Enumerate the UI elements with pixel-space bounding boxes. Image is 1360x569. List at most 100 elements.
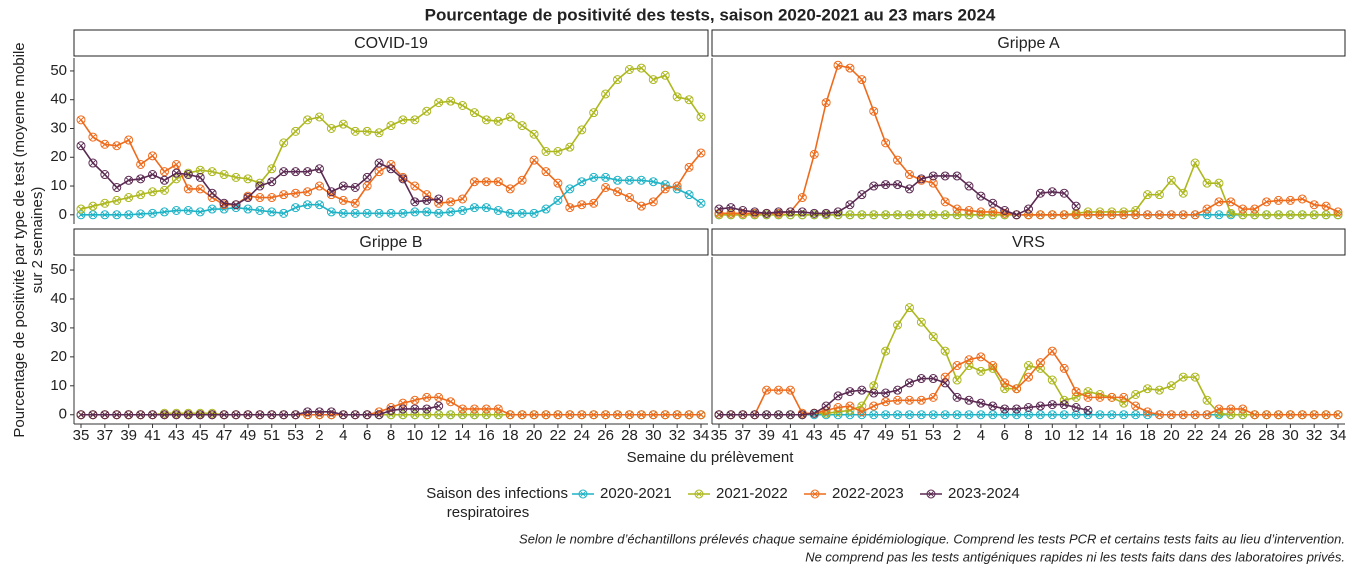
point <box>1297 194 1307 204</box>
point <box>231 200 241 210</box>
point <box>195 172 205 182</box>
x-tick-label: 37 <box>97 427 114 444</box>
point <box>1143 190 1153 200</box>
point <box>553 195 563 205</box>
point <box>1262 197 1272 207</box>
point <box>1035 210 1045 220</box>
point <box>1012 384 1022 394</box>
point <box>964 410 974 420</box>
point <box>916 174 926 184</box>
point <box>1250 204 1260 214</box>
point <box>648 197 658 207</box>
point <box>613 175 623 185</box>
y-tick-label: 30 <box>50 319 67 336</box>
point <box>255 205 265 215</box>
point <box>696 148 706 158</box>
point <box>928 178 938 188</box>
point <box>636 201 646 211</box>
point <box>857 75 867 85</box>
point <box>624 175 634 185</box>
point <box>314 181 324 191</box>
point <box>785 385 795 395</box>
point <box>1143 210 1153 220</box>
point <box>1071 210 1081 220</box>
point <box>422 207 432 217</box>
point <box>100 198 110 208</box>
point <box>1154 410 1164 420</box>
point <box>577 177 587 187</box>
point <box>279 167 289 177</box>
point <box>362 181 372 191</box>
point <box>124 193 134 203</box>
point <box>1035 358 1045 368</box>
point <box>374 158 384 168</box>
point <box>1154 385 1164 395</box>
point <box>76 204 86 214</box>
x-tick-label: 47 <box>854 427 871 444</box>
point <box>76 115 86 125</box>
legend-marker <box>694 489 704 499</box>
point <box>136 159 146 169</box>
point <box>1035 401 1045 411</box>
point <box>1238 404 1248 414</box>
point <box>774 410 784 420</box>
x-tick-label: 45 <box>830 427 847 444</box>
point <box>469 404 479 414</box>
point <box>410 404 420 414</box>
point <box>303 115 313 125</box>
point <box>797 207 807 217</box>
point <box>928 410 938 420</box>
point <box>136 209 146 219</box>
point <box>928 210 938 220</box>
point <box>1012 404 1022 414</box>
x-tick-label: 14 <box>454 427 471 444</box>
point <box>446 207 456 217</box>
x-tick-label: 26 <box>1234 427 1251 444</box>
point <box>648 410 658 420</box>
x-tick-label: 18 <box>1139 427 1156 444</box>
point <box>410 395 420 405</box>
point <box>636 175 646 185</box>
x-tick-label: 53 <box>925 427 942 444</box>
x-tick-label: 34 <box>693 427 710 444</box>
point <box>1095 392 1105 402</box>
point <box>434 98 444 108</box>
point <box>458 194 468 204</box>
point <box>326 187 336 197</box>
point <box>124 135 134 145</box>
point <box>207 167 217 177</box>
point <box>398 404 408 414</box>
point <box>231 172 241 182</box>
point <box>314 407 324 417</box>
point <box>881 410 891 420</box>
point <box>1214 178 1224 188</box>
y-tick-label: 10 <box>50 177 67 194</box>
point <box>314 112 324 122</box>
point <box>809 208 819 218</box>
point <box>577 410 587 420</box>
point <box>1059 410 1069 420</box>
point <box>374 208 384 218</box>
point <box>529 129 539 139</box>
point <box>350 182 360 192</box>
point <box>100 410 110 420</box>
point <box>350 208 360 218</box>
point <box>434 194 444 204</box>
point <box>100 170 110 180</box>
x-tick-label: 32 <box>669 427 686 444</box>
legend-label: 2020-2021 <box>600 485 672 502</box>
point <box>159 167 169 177</box>
point <box>100 139 110 149</box>
point <box>952 361 962 371</box>
point <box>291 203 301 213</box>
point <box>553 178 563 188</box>
point <box>195 165 205 175</box>
point <box>279 208 289 218</box>
legend-title: Saison des infections <box>426 485 568 502</box>
point <box>76 410 86 420</box>
point <box>881 138 891 148</box>
point <box>1143 407 1153 417</box>
point <box>1273 210 1283 220</box>
point <box>809 408 819 418</box>
y-tick-label: 10 <box>50 377 67 394</box>
